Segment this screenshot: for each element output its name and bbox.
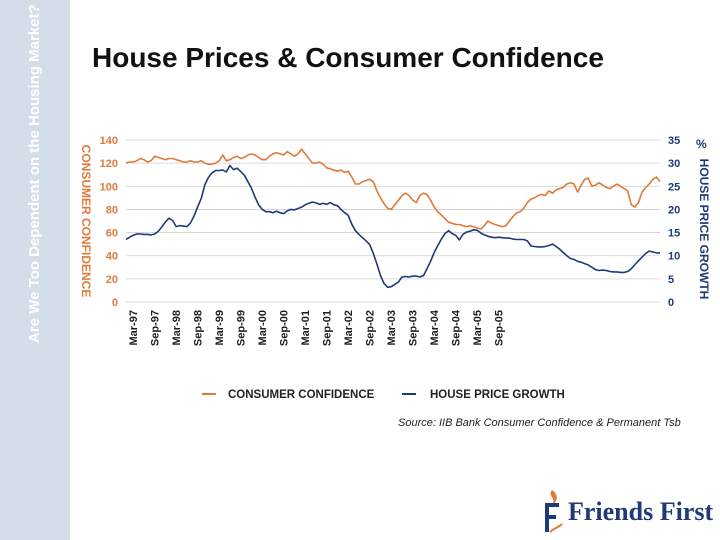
right-tick-label: 30 [668, 158, 680, 170]
house-price-growth-line [125, 164, 660, 288]
x-tick-label: Mar-02 [343, 310, 355, 345]
left-tick-label: 60 [106, 228, 118, 240]
x-tick-label: Sep-98 [193, 310, 205, 346]
x-tick-label: Sep-05 [494, 310, 506, 346]
legend-label-confidence: CONSUMER CONFIDENCE [228, 389, 375, 401]
left-tick-label: 40 [106, 251, 118, 263]
x-tick-label: Mar-01 [300, 310, 312, 345]
chart: 0 20 40 60 80 100 120 140 0 5 10 15 20 25 30 35 Mar-97… [79, 135, 711, 401]
source-note: Source: IIB Bank Consumer Confidence & P… [398, 417, 681, 429]
x-axis-ticks: Mar-97 Sep-97 Mar-98 Sep-98 Mar-99 Sep-99 Mar-… [128, 309, 506, 346]
friends-first-logo: Friends First [538, 488, 720, 534]
x-tick-label: Mar-04 [429, 309, 441, 345]
legend-label-growth: HOUSE PRICE GROWTH [430, 389, 565, 401]
left-tick-label: 120 [100, 158, 118, 170]
slide-title: House Prices & Consumer Confidence [92, 42, 604, 73]
x-tick-label: Mar-03 [386, 310, 398, 345]
x-tick-label: Mar-98 [171, 310, 183, 345]
flame-icon [545, 490, 563, 533]
right-axis-ticks: 0 5 10 15 20 25 30 35 [668, 135, 680, 309]
x-tick-label: Sep-03 [408, 310, 420, 346]
right-tick-label: 25 [668, 181, 680, 193]
right-axis-title: HOUSE PRICE GROWTH [697, 159, 711, 300]
right-tick-label: 10 [668, 251, 680, 263]
right-tick-label: 0 [668, 297, 674, 309]
legend: CONSUMER CONFIDENCE HOUSE PRICE GROWTH [202, 389, 565, 401]
x-tick-label: Sep-00 [279, 310, 291, 346]
left-tick-label: 100 [100, 181, 118, 193]
x-tick-label: Mar-99 [214, 310, 226, 345]
x-tick-label: Mar-05 [472, 310, 484, 345]
left-tick-label: 140 [100, 135, 118, 147]
right-axis-unit: % [696, 137, 707, 151]
x-tick-label: Mar-00 [257, 310, 269, 345]
sidebar-band: Are We Too Dependent on the Housing Mark… [0, 0, 70, 540]
right-tick-label: 35 [668, 135, 680, 147]
x-tick-label: Mar-97 [128, 310, 140, 345]
consumer-confidence-line [125, 148, 661, 230]
left-tick-label: 0 [112, 297, 118, 309]
right-tick-label: 15 [668, 228, 680, 240]
sidebar-title: Are We Too Dependent on the Housing Mark… [26, 4, 43, 343]
left-axis-title: CONSUMER CONFIDENCE [79, 145, 93, 298]
logo-text: Friends First [568, 497, 714, 526]
left-tick-label: 80 [106, 204, 118, 216]
right-tick-label: 20 [668, 204, 680, 216]
left-axis-ticks: 0 20 40 60 80 100 120 140 [100, 135, 118, 309]
right-tick-label: 5 [668, 274, 674, 286]
x-tick-label: Sep-99 [236, 310, 248, 346]
x-tick-label: Sep-04 [451, 309, 463, 346]
left-tick-label: 20 [106, 274, 118, 286]
x-tick-label: Sep-01 [322, 310, 334, 346]
x-tick-label: Sep-02 [365, 310, 377, 346]
x-tick-label: Sep-97 [150, 310, 162, 346]
